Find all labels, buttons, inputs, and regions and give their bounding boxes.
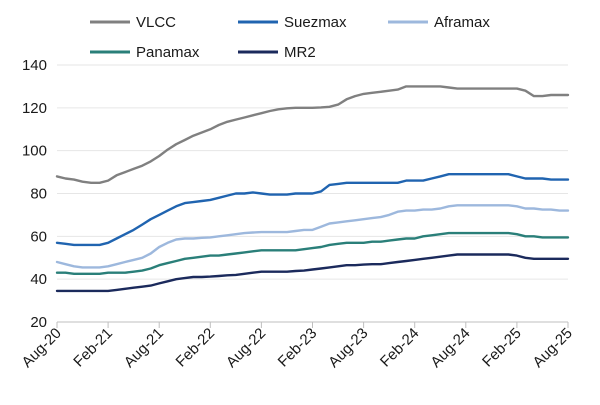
legend-item-mr2: MR2 [238,44,316,61]
x-axis: Aug-20 Feb-21 Aug-21 Feb-22 Aug-22 Feb-23 Aug-… [19,321,576,371]
x-tick-label: Feb-24 [377,325,423,371]
legend-item-aframax: Aframax [388,14,490,31]
series-line-panamax [55,231,570,275]
x-tick-label: Feb-21 [70,325,116,371]
grid [57,64,568,280]
series-line-suezmax [55,173,570,247]
series-line-vlcc [55,85,570,184]
legend-label: MR2 [284,44,316,61]
y-tick-label: 20 [30,314,47,331]
legend-item-suezmax: Suezmax [238,14,347,31]
series-line-mr2 [55,253,570,293]
plot-area [55,85,570,293]
legend: VLCC Suezmax Aframax Panamax MR2 [90,14,490,61]
y-tick-label: 140 [22,57,47,74]
y-axis: 20 40 60 80 100 120 140 [22,57,47,331]
x-tick-label: Aug-25 [530,325,576,371]
y-tick-label: 40 [30,271,47,288]
x-tick-label: Aug-22 [223,325,269,371]
x-tick-label: Feb-25 [479,325,525,371]
x-tick-label: Feb-23 [275,325,321,371]
legend-item-panamax: Panamax [90,44,200,61]
y-tick-label: 120 [22,100,47,117]
legend-label: VLCC [136,14,176,31]
legend-label: Aframax [434,14,490,31]
y-tick-label: 80 [30,186,47,203]
legend-label: Panamax [136,44,200,61]
x-tick-label: Feb-22 [172,325,218,371]
legend-item-vlcc: VLCC [90,14,176,31]
y-tick-label: 60 [30,228,47,245]
y-tick-label: 100 [22,143,47,160]
x-tick-label: Aug-21 [121,325,167,371]
x-tick-label: Aug-24 [427,325,473,371]
x-tick-label: Aug-20 [19,325,65,371]
x-tick-label: Aug-23 [325,325,371,371]
legend-label: Suezmax [284,14,347,31]
series-line-aframax [55,204,570,269]
